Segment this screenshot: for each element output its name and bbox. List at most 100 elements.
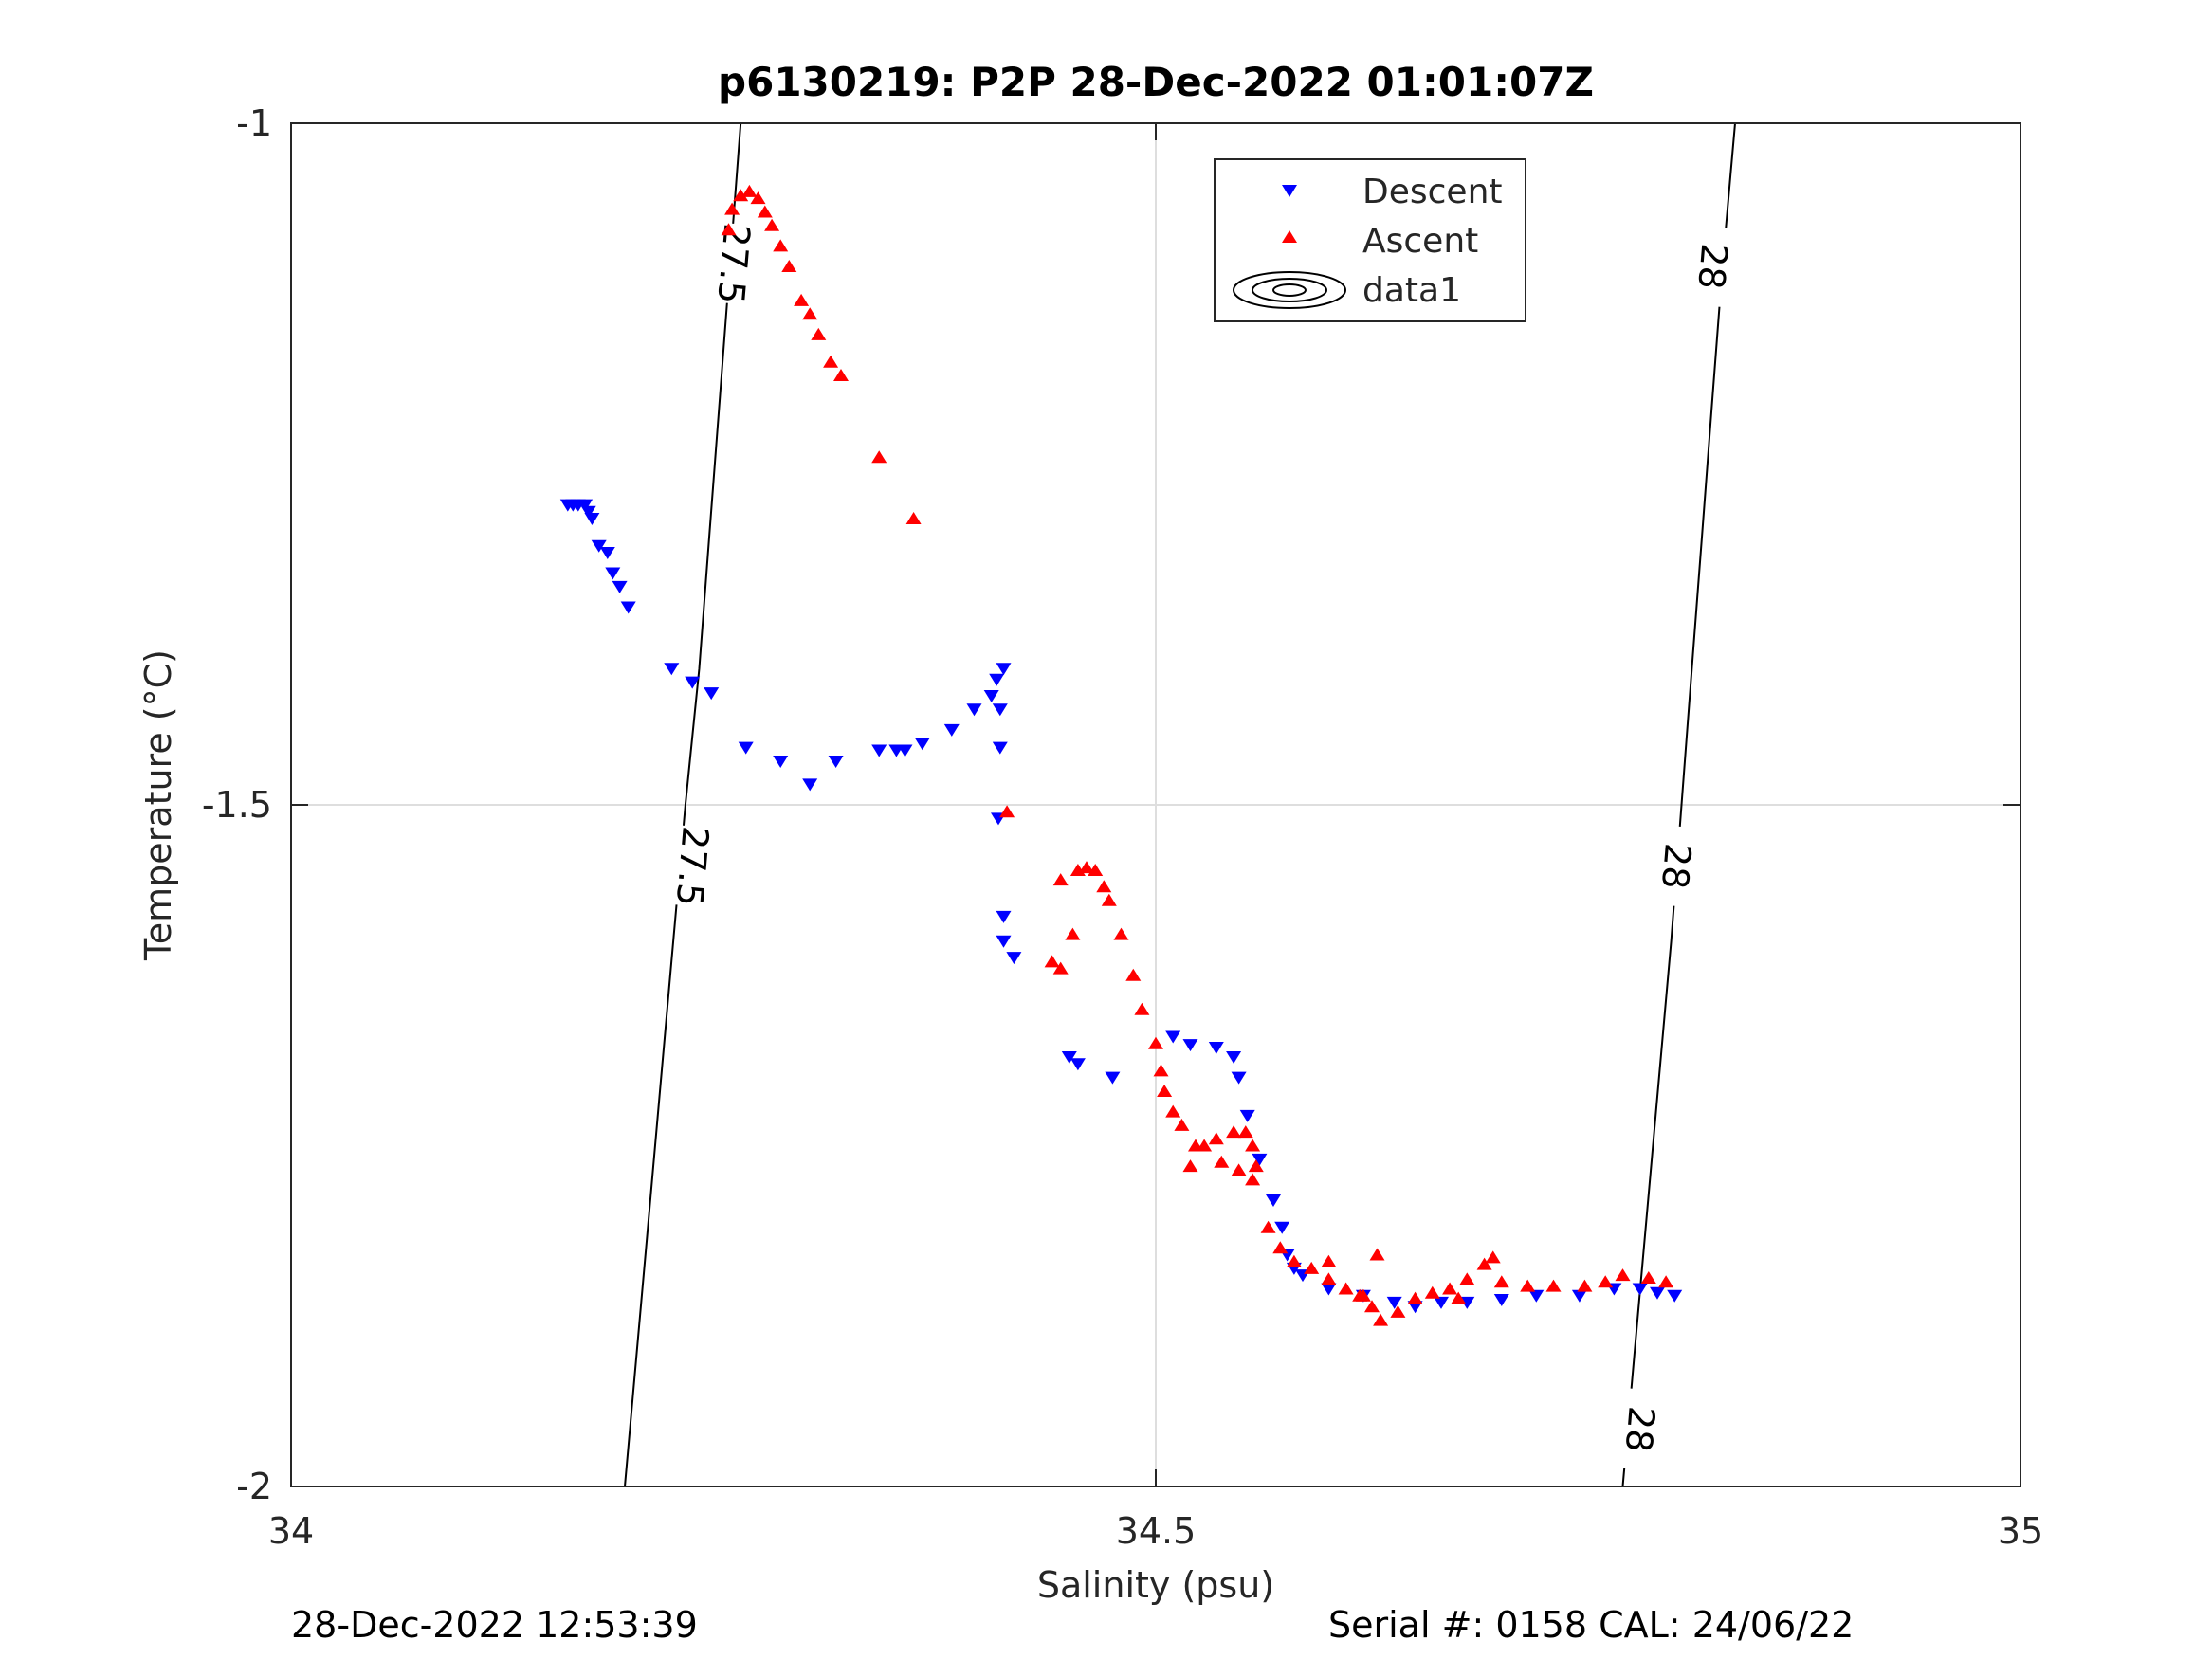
contour-label-group: 28 [1616,1387,1665,1471]
legend-descent-label: Descent [1362,173,1503,211]
footer-timestamp: 28-Dec-2022 12:53:39 [291,1604,698,1646]
ascent-point [1113,927,1129,940]
legend: Descent Ascent data1 [1214,158,1526,322]
legend-contour-label: data1 [1362,271,1461,310]
ascent-point [1208,1132,1224,1145]
ascent-point [1485,1250,1501,1264]
ascent-point [1451,1291,1467,1304]
descent-point [1266,1194,1281,1207]
ascent-point [794,293,810,306]
ascent-point [1658,1275,1674,1288]
ascent-point [724,202,740,215]
descent-point [1386,1296,1402,1309]
ascent-point [1182,1159,1198,1173]
contour-label-bg [1616,1387,1665,1471]
ascent-point [1044,955,1060,968]
contour-label: 28 [1690,242,1735,291]
ascent-point [1065,927,1081,940]
ascent-point [721,223,737,236]
y-tick-label: -1 [236,102,272,144]
descent-point [1239,1109,1255,1122]
ascent-point [1640,1271,1656,1284]
ascent-point [1615,1268,1631,1282]
ascent-point [1493,1275,1509,1288]
footer-serial-cal: Serial #: 0158 CAL: 24/06/22 [1328,1604,1855,1646]
contour-label-bg [667,824,717,908]
descent-point [1208,1042,1224,1054]
ascent-point [1197,1139,1213,1152]
ascent-point [1153,1064,1169,1077]
descent-point [1528,1289,1545,1303]
ascent-point [1459,1272,1475,1285]
descent-point [577,499,594,512]
descent-point [1434,1296,1449,1309]
y-tick-label: -1.5 [202,784,272,826]
contour-label: 27.5 [668,825,717,908]
ascent-point [1390,1304,1406,1318]
ascent-point [802,307,818,320]
axis-ticks: 34 34.5 35 -2 -1.5 -1 [202,102,2043,1552]
ascent-point [1174,1118,1190,1131]
descent-point [1571,1289,1587,1303]
ascent-point [833,369,849,381]
descent-point [1061,1051,1077,1064]
contour-line-28 [1621,122,1736,1487]
ascent-point [1226,1125,1242,1139]
contour-label-bg [709,222,759,305]
ascent-point [1260,1220,1276,1233]
descent-point [599,547,615,559]
x-tick-label: 35 [1998,1510,2043,1552]
ascent-point [1364,1300,1380,1313]
descent-point [1182,1039,1198,1052]
ascent-point [1125,968,1142,981]
data-points [559,184,1683,1326]
ascent-point [1407,1291,1423,1304]
legend-contour-icon [1233,271,1346,309]
descent-point [914,738,930,751]
ascent-point [1165,1104,1181,1118]
descent-point [1006,952,1022,965]
ascent-point [750,191,766,205]
descent-point [685,676,701,689]
descent-point [989,673,1005,686]
descent-point [996,935,1012,948]
descent-point [992,703,1008,717]
ascent-point [1101,893,1117,906]
descent-point [704,687,720,701]
x-axis-label: Salinity (psu) [1037,1564,1274,1606]
descent-point [1069,1058,1086,1071]
ascent-point [1237,1125,1253,1139]
descent-point [1105,1071,1121,1085]
ascent-point [1577,1279,1593,1292]
descent-point [605,567,621,580]
ascent-point [1373,1313,1389,1326]
descent-point [664,663,680,676]
contour-label-group: 28 [1688,225,1737,308]
y-axis-label: Temperature (°C) [137,649,179,961]
ascent-point [1231,1163,1247,1176]
descent-point [992,741,1008,755]
contour-label-group: 27.5 [668,825,717,908]
chart-title: p6130219: P2P 28-Dec-2022 01:01:07Z [718,59,1594,105]
descent-point [1165,1030,1181,1044]
ascent-point [773,239,789,252]
ascent-point [1245,1173,1261,1186]
ascent-point [757,205,773,218]
ascent-point [1245,1139,1261,1152]
ascent-point [1272,1241,1289,1254]
ascent-point [741,184,758,197]
descent-point [612,580,628,593]
ascent-point [1476,1257,1492,1270]
contour-label-bg [1688,225,1737,308]
ascent-point [1598,1275,1614,1288]
contour-label: 27.5 [709,222,758,305]
descent-point [773,756,789,768]
ascent-point [781,260,797,272]
ascent-point [1096,880,1112,893]
descent-point [828,756,844,768]
y-tick-label: -2 [236,1466,272,1507]
ascent-point [823,355,839,368]
descent-point [1274,1221,1290,1234]
ascent-point [733,189,749,202]
